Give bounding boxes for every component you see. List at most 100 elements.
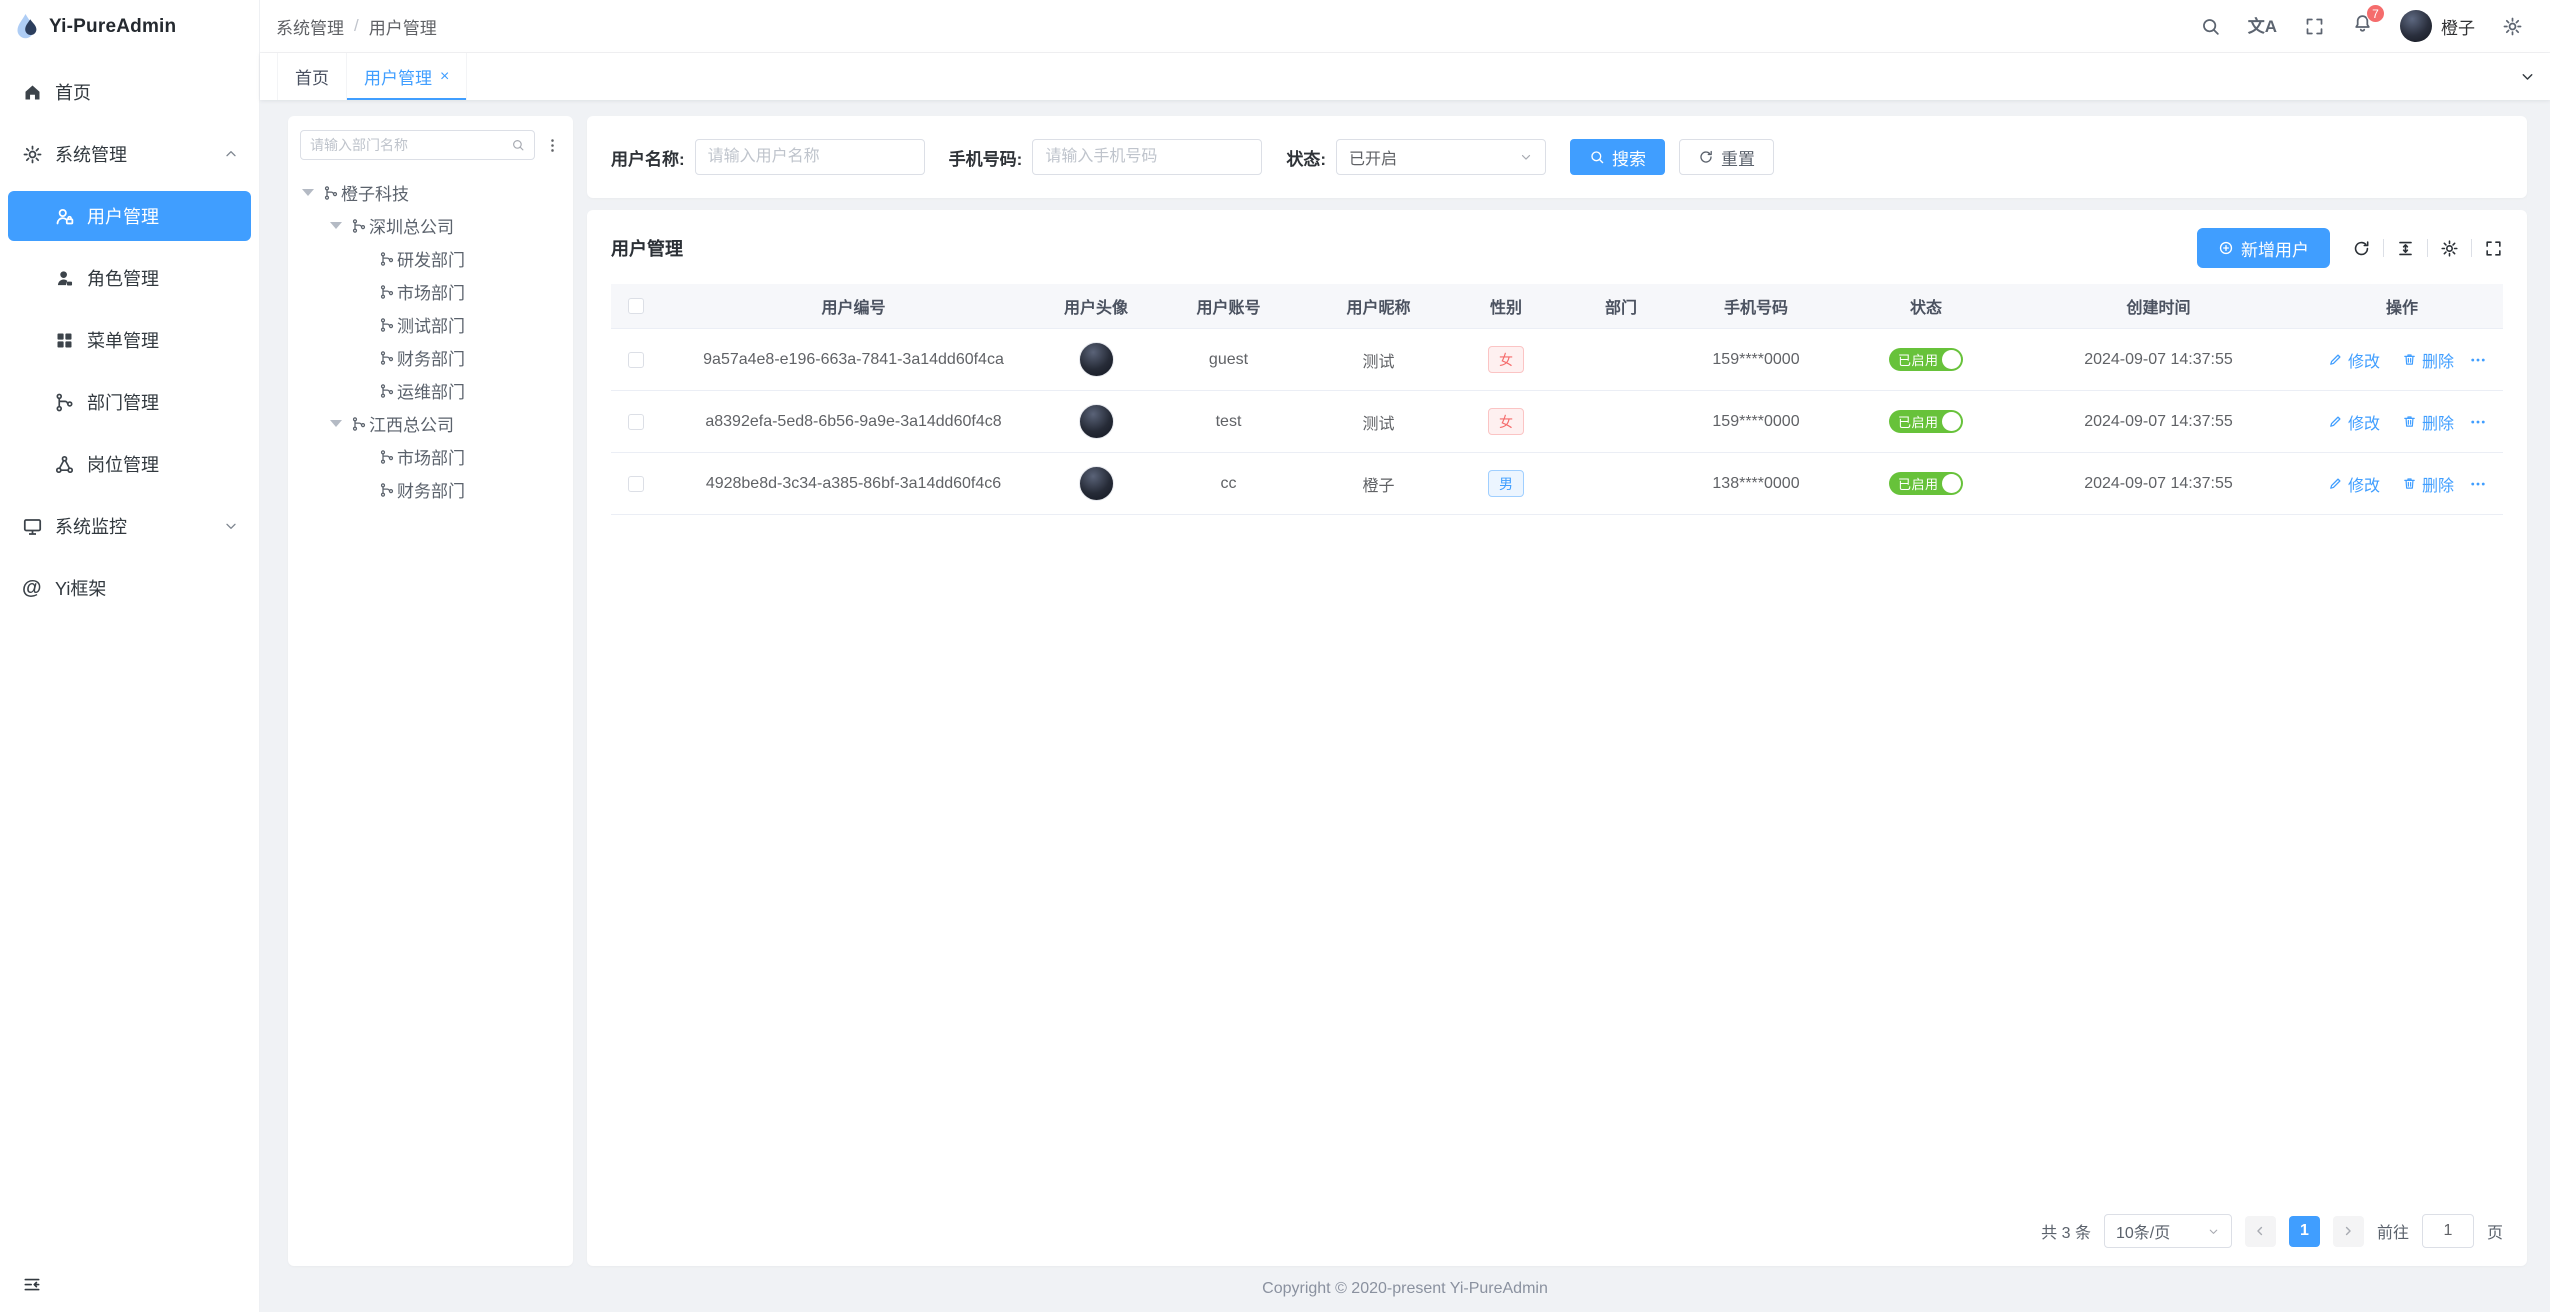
tree-node[interactable]: 财务部门 (300, 341, 561, 374)
username: 橙子 (2441, 18, 2475, 38)
sidebar-item-label: 首页 (55, 83, 91, 103)
toggle-knob (1942, 412, 1961, 431)
prev-page-button[interactable] (2244, 1215, 2276, 1247)
tab-home[interactable]: 首页 (277, 53, 347, 100)
trash-icon (2404, 478, 2415, 489)
sidebar-item-label: Yi框架 (55, 579, 107, 599)
sidebar-item-system-monitor[interactable]: 系统监控 (0, 501, 259, 551)
column-header: 状态 (1909, 300, 1942, 317)
edit-link[interactable]: 修改 (2328, 472, 2380, 496)
delete-link[interactable]: 删除 (2402, 410, 2454, 434)
tree-node[interactable]: 运维部门 (300, 374, 561, 407)
phone-filter-input[interactable] (1032, 139, 1263, 175)
username-filter-input[interactable] (694, 139, 925, 175)
sidebar-item-label: 用户管理 (87, 207, 159, 227)
row-checkbox[interactable] (628, 351, 644, 368)
sidebar-item-user-management[interactable]: 用户管理 (8, 191, 251, 241)
column-header: 创建时间 (2126, 300, 2191, 317)
breadcrumb-item[interactable]: 系统管理 (276, 18, 344, 38)
status-filter-value: 已开启 (1349, 151, 1398, 168)
select-all-checkbox[interactable] (628, 298, 644, 314)
caret-down-icon[interactable] (330, 222, 342, 229)
pagination: 共 3 条 10条/页 1 前往 页 (611, 1202, 2503, 1250)
sidebar-item-home[interactable]: 首页 (0, 67, 259, 117)
status-toggle[interactable]: 已启用 (1889, 410, 1963, 433)
user-avatar[interactable] (1078, 342, 1114, 377)
table-card-header: 用户管理 新增用户 (611, 228, 2503, 268)
tabs-menu-button[interactable] (2504, 53, 2550, 100)
role-icon (54, 268, 75, 289)
caret-down-icon[interactable] (302, 189, 314, 196)
user-phone: 138****0000 (1712, 474, 1800, 492)
status-filter-select[interactable]: 已开启 (1336, 139, 1547, 175)
department-search-input[interactable] (310, 137, 505, 153)
more-actions-icon[interactable] (2469, 413, 2487, 431)
edit-link[interactable]: 修改 (2328, 410, 2380, 434)
table-fullscreen-icon[interactable] (2484, 239, 2503, 258)
tree-node[interactable]: 市场部门 (300, 440, 561, 473)
tree-node[interactable]: 江西总公司 (300, 407, 561, 440)
user-menu[interactable]: 橙子 (2400, 10, 2475, 42)
translate-icon[interactable]: 文A (2247, 16, 2277, 36)
sidebar-item-post-management[interactable]: 岗位管理 (0, 439, 259, 489)
status-toggle[interactable]: 已启用 (1889, 472, 1963, 495)
department-icon (323, 185, 339, 201)
tree-node[interactable]: 橙子科技 (300, 176, 561, 209)
tree-node[interactable]: 研发部门 (300, 242, 561, 275)
username-filter-label: 用户名称: (611, 149, 685, 169)
department-icon (379, 482, 395, 498)
sidebar-item-role-management[interactable]: 角色管理 (0, 253, 259, 303)
chevron-right-icon (2346, 1226, 2352, 1236)
search-icon (513, 140, 524, 151)
search-button[interactable]: 搜索 (1570, 139, 1666, 175)
tree-node[interactable]: 深圳总公司 (300, 209, 561, 242)
gender-tag: 男 (1488, 470, 1524, 497)
tree-node[interactable]: 测试部门 (300, 308, 561, 341)
user-nickname: 测试 (1362, 415, 1395, 433)
tab-user-management[interactable]: 用户管理 × (347, 53, 468, 100)
refresh-table-icon[interactable] (2352, 239, 2371, 258)
sidebar-item-yi-framework[interactable]: @ Yi框架 (0, 563, 259, 613)
at-icon: @ (22, 576, 42, 599)
add-user-button[interactable]: 新增用户 (2197, 228, 2330, 268)
tree-node[interactable]: 财务部门 (300, 473, 561, 506)
delete-link[interactable]: 删除 (2402, 472, 2454, 496)
avatar (2400, 10, 2432, 42)
caret-down-icon[interactable] (330, 420, 342, 427)
edit-link[interactable]: 修改 (2328, 348, 2380, 372)
status-toggle[interactable]: 已启用 (1889, 348, 1963, 371)
search-icon[interactable] (2200, 16, 2221, 37)
page-number-button[interactable]: 1 (2288, 1215, 2320, 1247)
settings-gear-icon[interactable] (2502, 16, 2523, 37)
sidebar-collapse-button[interactable] (0, 1258, 259, 1312)
fullscreen-icon[interactable] (2304, 16, 2325, 37)
trash-icon (2404, 354, 2415, 365)
delete-link[interactable]: 删除 (2402, 348, 2454, 372)
toggle-knob (1942, 474, 1961, 493)
user-avatar[interactable] (1078, 466, 1114, 501)
page-size-select[interactable]: 10条/页 (2103, 1214, 2232, 1248)
row-checkbox[interactable] (628, 475, 644, 492)
next-page-button[interactable] (2332, 1215, 2364, 1247)
column-settings-icon[interactable] (2440, 239, 2459, 258)
gear-icon (22, 144, 43, 165)
row-checkbox[interactable] (628, 413, 644, 430)
more-actions-icon[interactable] (2469, 475, 2487, 493)
logo[interactable]: Yi-PureAdmin (0, 0, 259, 53)
copyright-text: Copyright © 2020-present Yi-PureAdmin (1262, 1280, 1548, 1297)
close-icon[interactable]: × (440, 67, 450, 85)
more-actions-icon[interactable] (2469, 351, 2487, 369)
trash-icon (2404, 416, 2415, 427)
user-avatar[interactable] (1078, 404, 1114, 439)
sidebar-item-menu-management[interactable]: 菜单管理 (0, 315, 259, 365)
column-header: 部门 (1604, 300, 1637, 317)
tree-node[interactable]: 市场部门 (300, 275, 561, 308)
tree-more-icon[interactable] (544, 137, 561, 154)
sidebar-item-dept-management[interactable]: 部门管理 (0, 377, 259, 427)
goto-page-input[interactable] (2421, 1214, 2474, 1248)
row-density-icon[interactable] (2396, 239, 2415, 258)
notification-bell[interactable]: 7 (2352, 4, 2385, 39)
reset-button[interactable]: 重置 (1679, 139, 1775, 175)
user-account: guest (1208, 350, 1249, 368)
sidebar-item-system-management[interactable]: 系统管理 (0, 129, 259, 179)
